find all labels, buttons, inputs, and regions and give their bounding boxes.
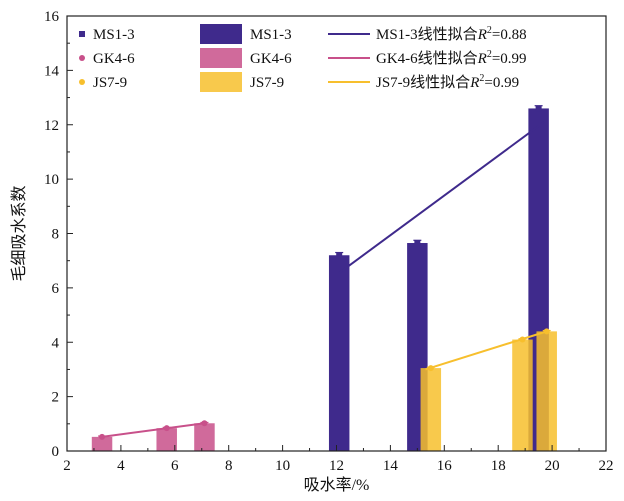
legend-bar-swatch	[200, 24, 242, 44]
y-tick-label: 10	[44, 172, 59, 188]
x-axis-title: 吸水率/%	[304, 476, 370, 494]
legend-bar-swatch	[200, 72, 242, 92]
bar	[194, 423, 215, 451]
x-tick-label: 4	[117, 458, 125, 474]
y-axis-title: 毛细吸水系数	[10, 185, 28, 281]
y-axis: 0 2 4 6 8 10 12 14 16	[44, 9, 73, 460]
data-point-marker	[336, 252, 343, 259]
x-tick-label: 20	[545, 458, 560, 474]
y-tick-label: 8	[52, 227, 60, 243]
legend-marker	[79, 31, 85, 37]
x-tick-label: 16	[437, 458, 453, 474]
fit-line	[338, 121, 545, 274]
legend-series-label: JS7-9	[93, 75, 127, 91]
legend-fit-label: MS1-3线性拟合R2=0.88	[376, 25, 527, 43]
legend-bar-label: GK4-6	[250, 51, 292, 67]
y-tick-label: 14	[44, 63, 60, 79]
y-tick-label: 6	[52, 281, 60, 297]
legend: MS1-3 MS1-3 MS1-3线性拟合R2=0.88 GK4-6 GK4-6 GK4-…	[79, 24, 527, 92]
bars-layer	[91, 105, 557, 451]
data-point-marker	[414, 240, 421, 247]
y-tick-label: 0	[52, 444, 60, 460]
fit-line	[101, 422, 205, 438]
x-tick-label: 8	[225, 458, 233, 474]
x-tick-label: 12	[329, 458, 344, 474]
x-tick-label: 2	[63, 458, 71, 474]
fit-line	[425, 330, 548, 371]
legend-series-label: GK4-6	[93, 51, 135, 67]
x-tick-label: 22	[599, 458, 614, 474]
bar	[328, 255, 350, 451]
bar	[536, 331, 557, 451]
x-tick-label: 18	[491, 458, 506, 474]
legend-fit-label: GK4-6线性拟合R2=0.99	[376, 49, 527, 67]
fit-lines-layer	[101, 121, 548, 438]
y-tick-label: 4	[52, 335, 60, 351]
y-tick-label: 2	[52, 390, 60, 406]
bar	[420, 368, 442, 451]
bar	[512, 339, 533, 451]
bar	[156, 428, 177, 451]
x-tick-label: 10	[275, 458, 290, 474]
data-point-marker	[535, 105, 542, 112]
legend-marker	[79, 79, 85, 85]
legend-series-label: MS1-3	[93, 27, 135, 43]
legend-fit-label: JS7-9线性拟合R2=0.99	[376, 73, 519, 91]
x-axis: 2 4 6 8 10 12 14 16 18 20 22	[63, 445, 614, 474]
x-tick-label: 6	[171, 458, 179, 474]
y-tick-label: 12	[44, 118, 59, 134]
bar	[91, 436, 113, 451]
x-tick-label: 14	[383, 458, 399, 474]
legend-bar-label: MS1-3	[250, 27, 292, 43]
legend-marker	[79, 55, 85, 61]
legend-bar-swatch	[200, 48, 242, 68]
legend-bar-label: JS7-9	[250, 75, 284, 91]
y-tick-label: 16	[44, 9, 60, 25]
